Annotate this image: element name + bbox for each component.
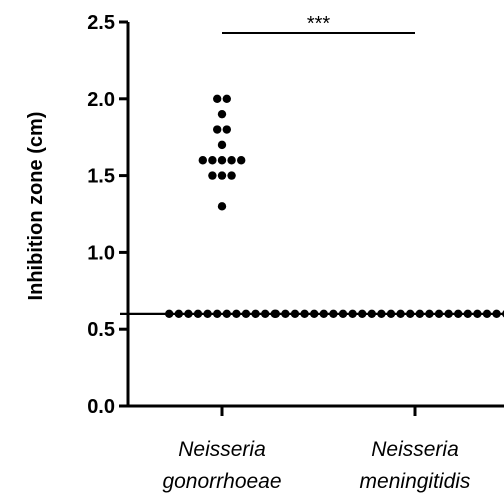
data-point <box>213 125 222 134</box>
y-tick-label: 0.0 <box>87 396 115 418</box>
data-point <box>217 202 227 211</box>
y-tick-label: 0.5 <box>87 319 115 341</box>
category-label-line1: Neisseria <box>371 438 459 461</box>
data-point <box>213 309 222 319</box>
data-point <box>217 109 227 119</box>
data-point <box>261 309 270 319</box>
data-point <box>203 309 212 319</box>
data-point <box>367 309 376 319</box>
data-point <box>300 309 309 319</box>
data-point <box>251 309 260 319</box>
data-point <box>358 309 367 319</box>
data-point <box>473 309 482 319</box>
data-point <box>492 309 501 319</box>
data-point <box>329 309 338 319</box>
data-point <box>227 171 236 180</box>
data-point <box>227 156 236 165</box>
significance-annotation: *** <box>222 13 415 35</box>
data-point <box>444 309 453 319</box>
data-point <box>281 309 290 319</box>
data-point <box>338 309 348 319</box>
data-point <box>241 309 251 319</box>
x-axis <box>128 404 504 416</box>
data-point <box>217 156 227 165</box>
category-labels: Neisseria gonorrhoeae Neisseria meningitidi… <box>162 438 470 493</box>
data-point <box>463 309 472 319</box>
y-tick-label: 1.5 <box>87 166 115 188</box>
data-point <box>222 309 231 319</box>
data-point <box>386 309 396 319</box>
y-tick-label: 2.5 <box>87 12 115 34</box>
category-label-line2: meningitidis <box>360 470 471 493</box>
data-point <box>165 309 174 319</box>
data-point <box>271 309 280 319</box>
data-point <box>290 309 300 319</box>
data-point <box>310 309 319 319</box>
data-point <box>396 309 405 319</box>
data-point <box>319 309 328 319</box>
data-point <box>222 125 231 134</box>
category-label-line1: Neisseria <box>178 438 266 461</box>
data-point <box>434 309 444 319</box>
data-point <box>217 140 227 150</box>
data-point <box>208 171 217 180</box>
data-point <box>222 94 231 104</box>
data-point <box>237 156 246 165</box>
y-axis-title: Inhibition zone (cm) <box>25 112 47 301</box>
data-point <box>174 309 183 319</box>
data-point <box>348 309 357 319</box>
y-tick-label: 2.0 <box>87 89 115 111</box>
data-point <box>232 309 241 319</box>
data-point <box>406 309 415 319</box>
y-axis: 0.0 0.5 1.0 1.5 2.0 2.5 <box>87 12 130 418</box>
data-point <box>184 309 193 319</box>
data-points <box>165 94 504 319</box>
data-point <box>213 94 222 104</box>
data-point <box>425 309 434 319</box>
data-point <box>198 156 207 165</box>
y-tick-label: 1.0 <box>87 242 115 264</box>
category-label-line2: gonorrhoeae <box>162 470 281 493</box>
data-point <box>454 309 463 319</box>
data-point <box>482 309 492 319</box>
data-point <box>415 309 424 319</box>
data-point <box>217 171 227 180</box>
data-point <box>208 156 217 165</box>
data-point <box>377 309 386 319</box>
significance-label: *** <box>307 13 331 35</box>
data-point <box>193 309 203 319</box>
